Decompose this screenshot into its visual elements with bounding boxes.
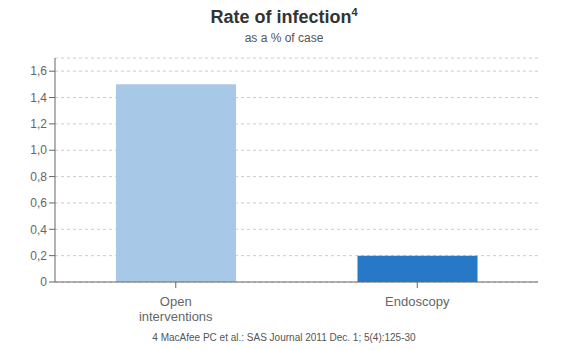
svg-text:0,6: 0,6	[30, 196, 47, 210]
svg-text:0,8: 0,8	[30, 170, 47, 184]
svg-text:1,4: 1,4	[30, 91, 47, 105]
html-text:as a % of case: as a % of case	[244, 31, 324, 45]
html-text:4 MacAfee PC et al.: SAS Journ: 4 MacAfee PC et al.: SAS Journal 2011 De…	[152, 332, 416, 343]
svg-text:1,0: 1,0	[30, 143, 47, 157]
svg-text:Endoscopy: Endoscopy	[385, 294, 450, 309]
svg-text:Openinterventions: Openinterventions	[139, 294, 213, 324]
svg-text:1,2: 1,2	[30, 117, 47, 131]
svg-text:0,4: 0,4	[30, 223, 47, 237]
html-text:Rate of infection4: Rate of infection4	[210, 6, 358, 27]
svg-text:0: 0	[40, 275, 47, 289]
svg-text:1,6: 1,6	[30, 64, 47, 78]
svg-text:0,2: 0,2	[30, 249, 47, 263]
